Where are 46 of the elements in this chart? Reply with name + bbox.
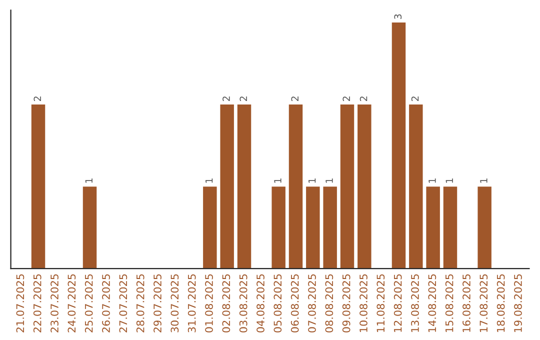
data-label: 2 <box>342 96 350 102</box>
x-tick-label: 18.08.2025 <box>496 274 505 332</box>
x-tick-label: 13.08.2025 <box>411 274 419 332</box>
data-label: 2 <box>360 96 368 102</box>
x-tick-label: 28.07.2025 <box>136 274 144 332</box>
x-tick-label: 21.07.2025 <box>16 274 24 332</box>
x-tick-label: 31.07.2025 <box>188 274 196 332</box>
x-tick-label: 26.07.2025 <box>102 274 110 332</box>
data-label: 1 <box>446 178 453 183</box>
data-label: 1 <box>308 178 316 183</box>
x-tick-label: 02.08.2025 <box>222 274 230 332</box>
x-tick-label: 15.08.2025 <box>445 274 454 332</box>
data-label: 1 <box>480 178 488 183</box>
x-tick-label: 10.08.2025 <box>360 274 368 332</box>
data-label: 1 <box>326 178 333 183</box>
x-tick-label: 29.07.2025 <box>154 274 162 332</box>
x-tick-label: 03.08.2025 <box>239 274 248 332</box>
x-tick-label: 14.08.2025 <box>428 274 436 332</box>
x-tick-label: 09.08.2025 <box>342 274 350 332</box>
x-tick-label: 08.08.2025 <box>325 274 334 332</box>
data-label: 1 <box>428 178 436 183</box>
x-tick-label: 12.08.2025 <box>394 274 402 332</box>
x-tick-label: 17.08.2025 <box>480 274 488 332</box>
x-tick-label: 23.07.2025 <box>50 274 58 332</box>
x-tick-label: 25.07.2025 <box>84 274 93 332</box>
data-label: 2 <box>291 96 298 102</box>
x-tick-label: 24.07.2025 <box>68 274 76 332</box>
data-label: 1 <box>206 178 213 183</box>
x-tick-label: 19.08.2025 <box>514 274 522 332</box>
x-tick-label: 05.08.2025 <box>274 274 282 332</box>
x-tick-label: 30.07.2025 <box>170 274 179 332</box>
data-label: 2 <box>240 96 247 102</box>
data-label: 2 <box>222 96 230 102</box>
x-tick-label: 11.08.2025 <box>376 274 385 332</box>
data-label: 3 <box>394 14 402 19</box>
x-tick-label: 04.08.2025 <box>256 274 264 332</box>
data-label: 2 <box>34 96 41 102</box>
data-label: 1 <box>85 178 92 183</box>
x-tick-label: 07.08.2025 <box>308 274 316 332</box>
x-tick-label: 27.07.2025 <box>119 274 128 332</box>
data-label: 2 <box>411 96 419 102</box>
x-tick-label: 06.08.2025 <box>290 274 299 332</box>
data-label: 1 <box>274 178 282 183</box>
x-tick-label: 22.07.2025 <box>33 274 42 332</box>
x-tick-label: 01.08.2025 <box>205 274 213 332</box>
x-tick-label: 16.08.2025 <box>462 274 470 332</box>
